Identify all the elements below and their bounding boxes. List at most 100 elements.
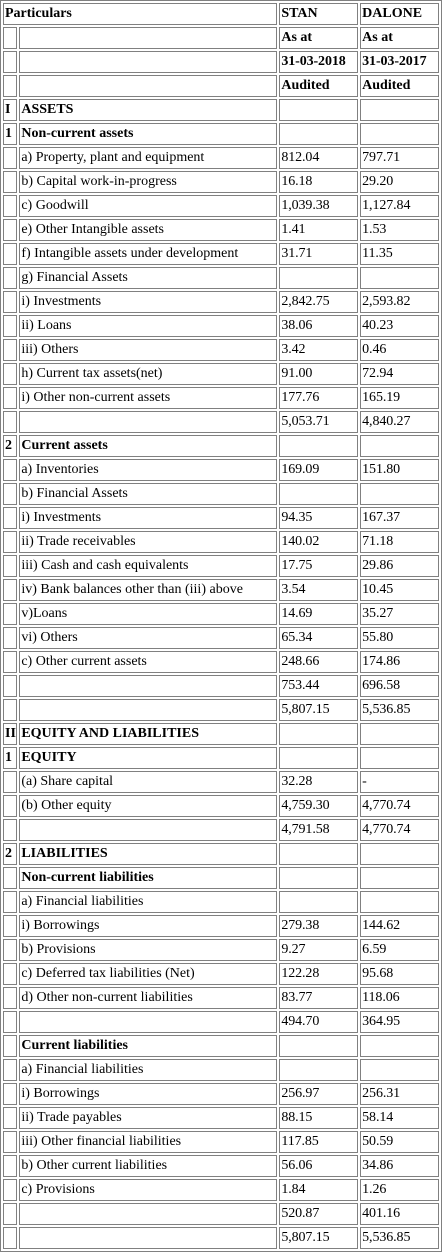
row-index-cell — [3, 651, 18, 673]
row-value-dalone-cell: 4,770.74 — [360, 819, 439, 841]
row-value-dalone-cell: 50.59 — [360, 1131, 439, 1153]
row-label-cell: i) Borrowings — [19, 1083, 278, 1105]
table-row: (a) Share capital 32.28- — [3, 771, 439, 793]
row-value-dalone-cell: 174.86 — [360, 651, 439, 673]
row-index-cell — [3, 531, 18, 553]
row-value-stan-cell: 32.28 — [279, 771, 359, 793]
col2-name-header: DALONE — [360, 3, 439, 25]
row-label-cell — [19, 675, 278, 697]
row-label-cell — [19, 699, 278, 721]
row-index-cell — [3, 627, 18, 649]
row-index-cell: 2 — [3, 435, 18, 457]
row-value-stan-cell: 812.04 — [279, 147, 359, 169]
row-value-stan-cell: 122.28 — [279, 963, 359, 985]
row-value-dalone-cell: 58.14 — [360, 1107, 439, 1129]
row-value-dalone-cell: 118.06 — [360, 987, 439, 1009]
row-index-cell — [3, 1203, 18, 1225]
row-index-cell — [3, 147, 18, 169]
row-index-cell — [3, 363, 18, 385]
row-value-dalone-cell: - — [360, 771, 439, 793]
row-label-cell: (b) Other equity — [19, 795, 278, 817]
row-label-cell — [19, 819, 278, 841]
table-row: vi) Others 65.34 55.80 — [3, 627, 439, 649]
row-value-stan-cell: 14.69 — [279, 603, 359, 625]
row-label-cell: (a) Share capital — [19, 771, 278, 793]
row-value-dalone-cell — [360, 267, 439, 289]
row-value-stan-cell: 279.38 — [279, 915, 359, 937]
row-value-stan-cell — [279, 123, 359, 145]
row-index-cell — [3, 219, 18, 241]
row-value-stan-cell: 117.85 — [279, 1131, 359, 1153]
table-row: 494.70 364.95 — [3, 1011, 439, 1033]
row-index-cell — [3, 555, 18, 577]
row-value-stan-cell: 16.18 — [279, 171, 359, 193]
row-label-cell — [19, 1011, 278, 1033]
row-value-dalone-cell: 2,593.82 — [360, 291, 439, 313]
col1-name-header: STAN — [279, 3, 359, 25]
table-row: 4,791.58 4,770.74 — [3, 819, 439, 841]
row-index-cell — [3, 1035, 18, 1057]
row-value-stan-cell — [279, 867, 359, 889]
row-index-cell — [3, 771, 18, 793]
row-index-cell — [3, 987, 18, 1009]
row-label-cell: a) Financial liabilities — [19, 1059, 278, 1081]
row-value-stan-cell: 9.27 — [279, 939, 359, 961]
row-index-cell — [3, 795, 18, 817]
table-row: ii) Trade payables 88.15 58.14 — [3, 1107, 439, 1129]
row-label-cell: vi) Others — [19, 627, 278, 649]
row-value-dalone-cell — [360, 1035, 439, 1057]
row-value-stan-cell: 4,759.30 — [279, 795, 359, 817]
row-index-cell — [3, 1107, 18, 1129]
row-index-cell — [3, 243, 18, 265]
row-value-stan-cell: 248.66 — [279, 651, 359, 673]
row-value-dalone-cell — [360, 891, 439, 913]
row-label-cell: ii) Trade payables — [19, 1107, 278, 1129]
row-index-cell — [3, 507, 18, 529]
row-label-cell: e) Other Intangible assets — [19, 219, 278, 241]
header-empty-cell — [19, 51, 278, 73]
row-label-cell: b) Other current liabilities — [19, 1155, 278, 1177]
table-row: iii) Cash and cash equivalents 17.75 29.86 — [3, 555, 439, 577]
table-row: ii) Loans 38.06 40.23 — [3, 315, 439, 337]
row-index-cell — [3, 915, 18, 937]
col1-audited: Audited — [279, 75, 359, 97]
table-row: 2 Current assets — [3, 435, 439, 457]
row-index-cell — [3, 1227, 18, 1249]
row-label-cell: Current assets — [19, 435, 278, 457]
col1-as-at: As at — [279, 27, 359, 49]
row-value-stan-cell: 753.44 — [279, 675, 359, 697]
table-row: 5,807.15 5,536.85 — [3, 1227, 439, 1249]
row-value-stan-cell: 140.02 — [279, 531, 359, 553]
row-label-cell: Non-current liabilities — [19, 867, 278, 889]
table-row: i) Investments 2,842.75 2,593.82 — [3, 291, 439, 313]
table-row: I ASSETS — [3, 99, 439, 121]
row-value-dalone-cell: 95.68 — [360, 963, 439, 985]
table-row: b) Financial Assets — [3, 483, 439, 505]
row-value-stan-cell: 256.97 — [279, 1083, 359, 1105]
row-label-cell: c) Deferred tax liabilities (Net) — [19, 963, 278, 985]
table-row: 2 LIABILITIES — [3, 843, 439, 865]
row-value-stan-cell — [279, 99, 359, 121]
table-row: 5,053.71 4,840.27 — [3, 411, 439, 433]
row-value-dalone-cell: 1.53 — [360, 219, 439, 241]
row-value-stan-cell: 4,791.58 — [279, 819, 359, 841]
row-index-cell — [3, 603, 18, 625]
table-row: b) Provisions 9.27 6.59 — [3, 939, 439, 961]
row-value-stan-cell: 1.41 — [279, 219, 359, 241]
table-row: iv) Bank balances other than (iii) above… — [3, 579, 439, 601]
table-row: ii) Trade receivables 140.02 71.18 — [3, 531, 439, 553]
row-value-dalone-cell: 10.45 — [360, 579, 439, 601]
row-value-dalone-cell — [360, 723, 439, 745]
table-row: b) Capital work-in-progress 16.18 29.20 — [3, 171, 439, 193]
row-label-cell — [19, 411, 278, 433]
row-index-cell — [3, 291, 18, 313]
row-label-cell: g) Financial Assets — [19, 267, 278, 289]
row-label-cell: ii) Trade receivables — [19, 531, 278, 553]
table-row: v)Loans 14.69 35.27 — [3, 603, 439, 625]
header-row-names: Particulars STAN DALONE — [3, 3, 439, 25]
header-row-audited: Audited Audited — [3, 75, 439, 97]
row-label-cell: ii) Loans — [19, 315, 278, 337]
row-value-dalone-cell: 364.95 — [360, 1011, 439, 1033]
row-index-cell — [3, 483, 18, 505]
row-value-dalone-cell: 1,127.84 — [360, 195, 439, 217]
